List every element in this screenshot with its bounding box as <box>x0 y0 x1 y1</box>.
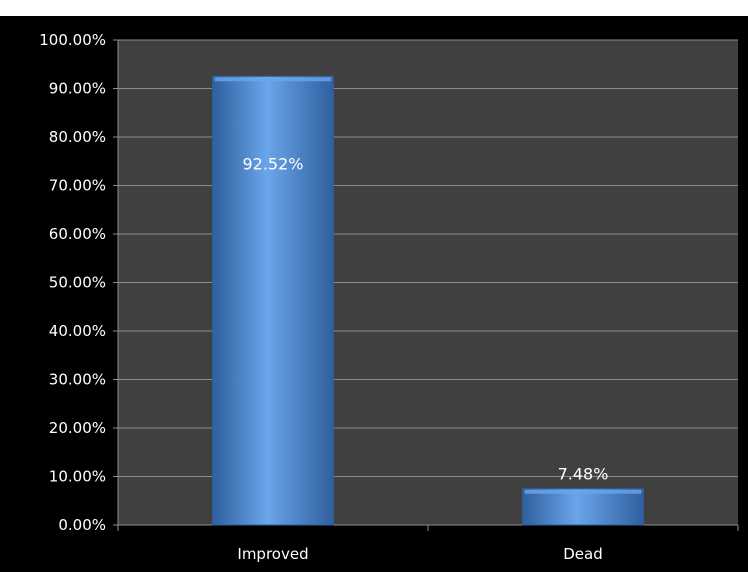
x-category-label: Improved <box>237 545 308 563</box>
y-tick-label: 40.00% <box>49 322 106 340</box>
bar-improved <box>212 75 334 526</box>
y-tick-label: 60.00% <box>49 225 106 243</box>
data-label: 7.48% <box>558 465 609 484</box>
y-tick-label: 90.00% <box>49 80 106 98</box>
data-labels: 92.52% 7.48% <box>242 154 608 483</box>
y-tick-label: 50.00% <box>49 274 106 292</box>
x-axis-category-labels: Improved Dead <box>237 545 602 563</box>
bar-highlight <box>214 77 332 82</box>
bar-highlight <box>524 489 642 494</box>
bars <box>212 75 644 526</box>
y-tick-label: 20.00% <box>49 419 106 437</box>
y-tick-label: 70.00% <box>49 177 106 195</box>
data-label: 92.52% <box>242 154 303 173</box>
y-tick-label: 0.00% <box>58 516 106 534</box>
y-tick-label: 10.00% <box>49 468 106 486</box>
y-axis-tick-labels: 0.00% 10.00% 20.00% 30.00% 40.00% 50.00% 60.00… <box>39 31 106 534</box>
y-tick-label: 80.00% <box>49 128 106 146</box>
bar-dead <box>522 488 644 526</box>
x-category-label: Dead <box>563 545 603 563</box>
y-tick-label: 30.00% <box>49 371 106 389</box>
y-tick-label: 100.00% <box>39 31 106 49</box>
bar-chart: 0.00% 10.00% 20.00% 30.00% 40.00% 50.00% 60.00… <box>39 31 739 563</box>
